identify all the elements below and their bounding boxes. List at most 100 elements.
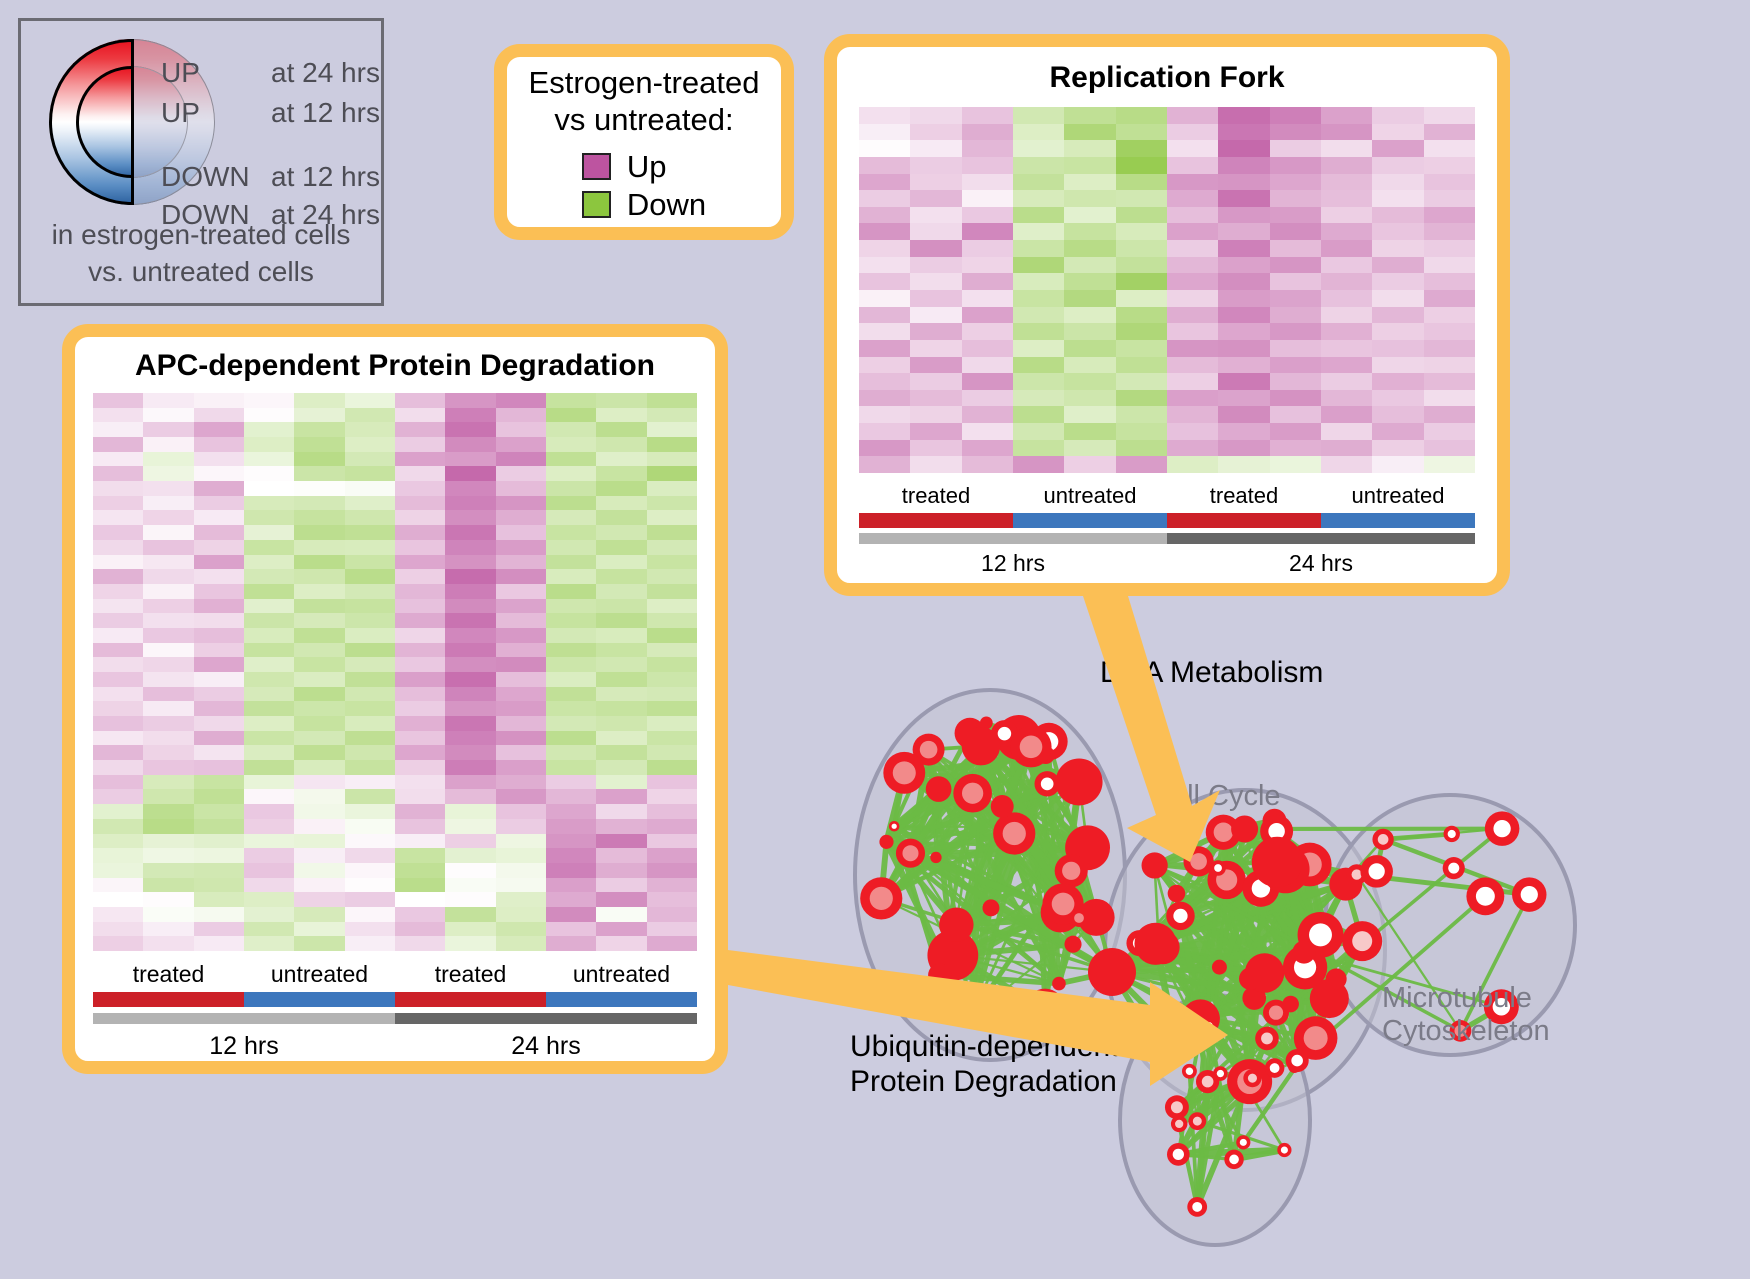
heatmap-cell [961, 256, 1013, 274]
heatmap-cell [646, 481, 697, 496]
network-node[interactable] [879, 834, 894, 849]
heatmap-cell [859, 107, 911, 124]
heatmap-cell [143, 525, 194, 540]
heatmap-cell [495, 804, 546, 819]
network-node[interactable] [1251, 836, 1303, 888]
legend-key-down-12: DOWN [161, 161, 250, 192]
network-node[interactable] [1167, 884, 1186, 903]
network-node[interactable] [1325, 968, 1347, 990]
heatmap-cell [344, 730, 395, 746]
heatmap-cell [344, 393, 395, 408]
heatmap-cell [495, 818, 546, 834]
heatmap-cell [445, 422, 496, 438]
heatmap-cell [1166, 107, 1219, 124]
network-node[interactable] [965, 1010, 977, 1022]
network-node[interactable] [930, 851, 942, 864]
heatmap-cell [394, 818, 446, 834]
heatmap-cell [1064, 439, 1116, 457]
network-node[interactable] [1088, 948, 1136, 996]
heatmap-cell [143, 730, 194, 746]
heatmap-cell [1064, 373, 1116, 390]
network-node[interactable] [982, 899, 1000, 917]
network-node[interactable] [961, 726, 1001, 766]
heatmap-cell [1064, 290, 1116, 307]
heatmap-cell [1064, 123, 1116, 141]
heatmap-cell [193, 583, 244, 599]
heatmap-cell [646, 862, 697, 878]
network-node[interactable] [1052, 976, 1066, 991]
heatmap-cell [495, 495, 546, 511]
legend-footer: in estrogen-treated cells vs. untreated … [21, 217, 381, 291]
heatmap-cell [1115, 339, 1167, 357]
heatmap-cell [1218, 140, 1270, 157]
heatmap-cell [646, 936, 697, 951]
heatmap-cell [93, 583, 144, 599]
heatmap-cell [1012, 356, 1065, 374]
network-node[interactable] [925, 776, 952, 802]
heatmap-cell [495, 583, 546, 599]
network-node[interactable] [1292, 940, 1316, 964]
heatmap-cell [910, 439, 962, 457]
heatmap-cell [1423, 423, 1475, 440]
heatmap-cell [243, 701, 295, 717]
network-node[interactable] [1141, 852, 1168, 879]
heatmap-cell [1269, 123, 1321, 141]
heatmap-cell [596, 686, 647, 702]
network-node[interactable] [1064, 935, 1082, 953]
heatmap-cell [344, 481, 395, 496]
network-node-core [1352, 931, 1373, 952]
heatmap-cell [1372, 323, 1424, 340]
heatmap-cell [344, 407, 395, 423]
network-node[interactable] [1211, 959, 1227, 975]
updown-circle-diagram [49, 39, 215, 205]
network-node-core [1185, 1067, 1194, 1075]
heatmap-cell [445, 672, 496, 687]
heatmap-cell [596, 833, 647, 849]
heatmap-cell [1423, 156, 1475, 174]
network-node-core [919, 740, 938, 759]
heatmap-cell [596, 877, 647, 893]
heatmap-cell [243, 583, 295, 599]
heatmap-cell [1372, 439, 1424, 457]
heatmap-cell [294, 774, 345, 790]
network-node[interactable] [1128, 1006, 1152, 1030]
network-node[interactable] [1077, 898, 1115, 936]
timepoint-color-bar [395, 1013, 697, 1024]
heatmap-cell [646, 686, 697, 702]
network-node[interactable] [1055, 758, 1103, 806]
heatmap-cell [545, 892, 597, 907]
heatmap-cell [294, 789, 345, 805]
network-node-core [1303, 1026, 1328, 1051]
heatmap-cell [344, 745, 395, 761]
heatmap-cell [1166, 123, 1219, 141]
network-node-core [1062, 861, 1081, 880]
network-node[interactable] [1238, 967, 1262, 990]
network-node[interactable] [990, 795, 1014, 818]
network-node[interactable] [1134, 922, 1177, 965]
heatmap-cell [545, 701, 597, 717]
heatmap-cell [1012, 240, 1065, 257]
legend-value-down-24: at 24 hrs [271, 199, 380, 230]
heatmap-cell [545, 833, 597, 849]
network-node[interactable] [939, 907, 974, 942]
heatmap-cell [1115, 123, 1167, 141]
heatmap-cell [961, 190, 1013, 207]
heatmap-cell [1166, 223, 1219, 241]
heatmap-cell [545, 583, 597, 599]
network-node[interactable] [928, 963, 952, 987]
network-node[interactable] [1282, 995, 1299, 1013]
heatmap-cell [294, 701, 345, 717]
network-edge [1355, 873, 1462, 1032]
heatmap-cell [961, 406, 1013, 424]
legend-key-up-12: UP [161, 97, 200, 128]
heatmap-cell [1320, 140, 1373, 157]
heatmap-cell [1320, 373, 1373, 390]
network-node[interactable] [1231, 815, 1259, 843]
heatmap-cell [1320, 256, 1373, 274]
heatmap-cell [1166, 423, 1219, 440]
heatmap-cell [495, 569, 546, 584]
heatmap-cell [596, 554, 647, 570]
heatmap-cell [344, 833, 395, 849]
heatmap-cell [1012, 256, 1065, 274]
heatmap-cell [193, 745, 244, 761]
